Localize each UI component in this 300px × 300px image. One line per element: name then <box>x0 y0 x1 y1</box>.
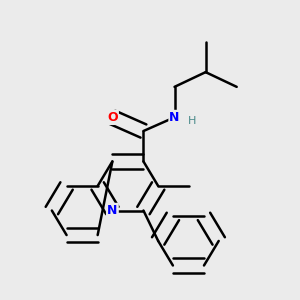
Text: N: N <box>169 111 180 124</box>
Text: H: H <box>188 116 197 126</box>
Text: O: O <box>107 111 118 124</box>
Text: N: N <box>107 204 118 217</box>
